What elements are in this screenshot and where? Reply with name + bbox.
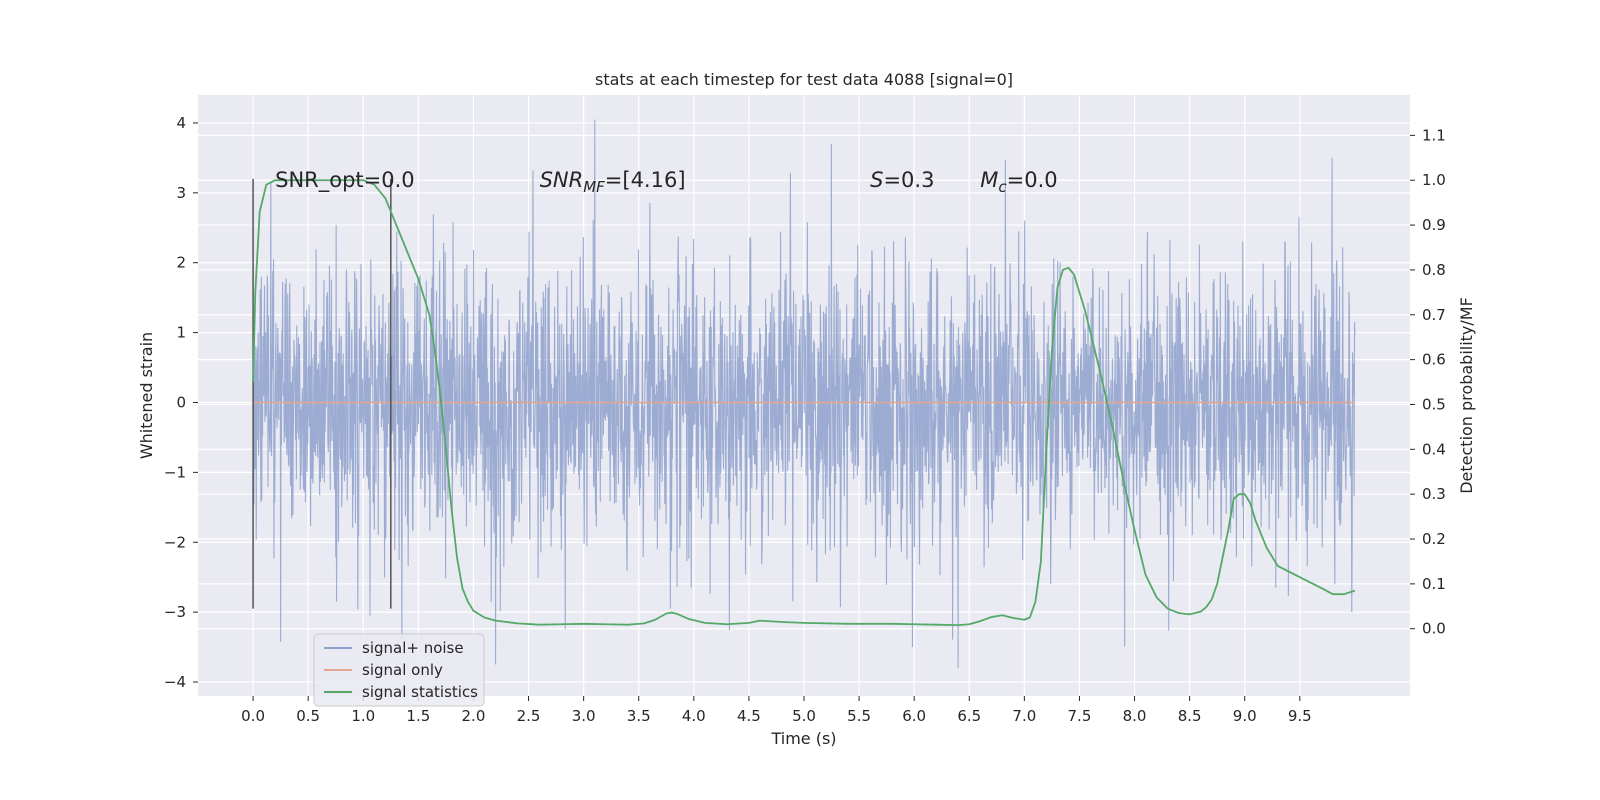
y-tick-label: −2: [164, 533, 186, 551]
x-tick-label: 2.5: [517, 707, 541, 725]
y-tick-label: 4: [176, 114, 186, 132]
signal-noise-series: [252, 119, 1356, 669]
y2-tick-label: 0.3: [1422, 485, 1446, 503]
y2-tick-label: 0.4: [1422, 440, 1446, 458]
x-tick-label: 3.5: [627, 707, 651, 725]
y-tick-label: 0: [176, 393, 186, 411]
annotation-3: Mc=0.0: [980, 168, 1057, 196]
x-tick-label: 3.0: [572, 707, 596, 725]
y2-tick-label: 0.2: [1422, 530, 1446, 548]
annotation-1: SNRMF=[4.16]: [540, 168, 686, 196]
chart-title: stats at each timestep for test data 408…: [595, 70, 1013, 89]
y-tick-label: −3: [164, 603, 186, 621]
y-tick-label: 2: [176, 254, 186, 272]
signal-noise-line: [252, 119, 1356, 669]
vertical-markers: [252, 178, 392, 609]
y2-tick-label: 0.5: [1422, 395, 1446, 413]
y2-tick-label: 0.6: [1422, 351, 1446, 369]
y2-tick-label: 0.0: [1422, 620, 1446, 638]
y2-tick-label: 1.0: [1422, 171, 1446, 189]
x-axis-label: Time (s): [770, 729, 836, 748]
annotations: SNR_opt=0.0 SNRMF=[4.16] S=0.3 Mc=0.0: [275, 168, 1058, 196]
x-tick-label: 7.0: [1012, 707, 1036, 725]
y-tick-label: −1: [164, 463, 186, 481]
x-axis-ticks: 0.0 0.5 1.0 1.5 2.0 2.5 3.0 3.5 4.0 4.5 5.0 5.5 6.0 6…: [241, 696, 1312, 725]
x-tick-label: 9.0: [1233, 707, 1257, 725]
legend-label: signal+ noise: [362, 639, 464, 657]
x-tick-label: 6.0: [902, 707, 926, 725]
x-tick-label: 5.0: [792, 707, 816, 725]
signal-statistics-series: [252, 179, 1356, 627]
x-tick-label: 4.5: [737, 707, 761, 725]
annotation-0: SNR_opt=0.0: [275, 168, 415, 193]
y2-tick-label: 0.9: [1422, 216, 1446, 234]
y-tick-label: 1: [176, 324, 186, 342]
x-tick-label: 1.5: [406, 707, 430, 725]
y2-tick-label: 0.7: [1422, 306, 1446, 324]
signal-statistics-line: [252, 179, 1356, 627]
y-axis-label: Whitened strain: [137, 332, 156, 459]
y2-tick-label: 1.1: [1422, 126, 1446, 144]
x-tick-label: 0.0: [241, 707, 265, 725]
x-tick-label: 8.0: [1123, 707, 1147, 725]
y-tick-label: −4: [164, 673, 186, 691]
y2-axis-label: Detection probability/MF: [1457, 297, 1476, 494]
annotation-2: S=0.3: [870, 168, 934, 192]
y-axis-ticks: 4 3 2 1 0 −1 −2 −3 −4: [164, 114, 198, 691]
y2-tick-label: 0.8: [1422, 261, 1446, 279]
x-tick-label: 5.5: [847, 707, 871, 725]
legend-box: [313, 633, 485, 707]
legend: signal+ noise signal only signal statistic…: [313, 633, 485, 707]
legend-label: signal statistics: [362, 683, 478, 701]
x-tick-label: 9.5: [1288, 707, 1312, 725]
y-tick-label: 3: [176, 184, 186, 202]
x-tick-label: 4.0: [682, 707, 706, 725]
x-tick-label: 7.5: [1068, 707, 1092, 725]
x-tick-label: 1.0: [351, 707, 375, 725]
legend-label: signal only: [362, 661, 443, 679]
y2-axis-ticks: 1.1 1.0 0.9 0.8 0.7 0.6 0.5 0.4 0.3 0.2 0.1 0.0: [1410, 126, 1446, 638]
y2-tick-label: 0.1: [1422, 575, 1446, 593]
x-tick-label: 0.5: [296, 707, 320, 725]
x-tick-label: 8.5: [1178, 707, 1202, 725]
x-tick-label: 6.5: [957, 707, 981, 725]
x-tick-label: 2.0: [462, 707, 486, 725]
